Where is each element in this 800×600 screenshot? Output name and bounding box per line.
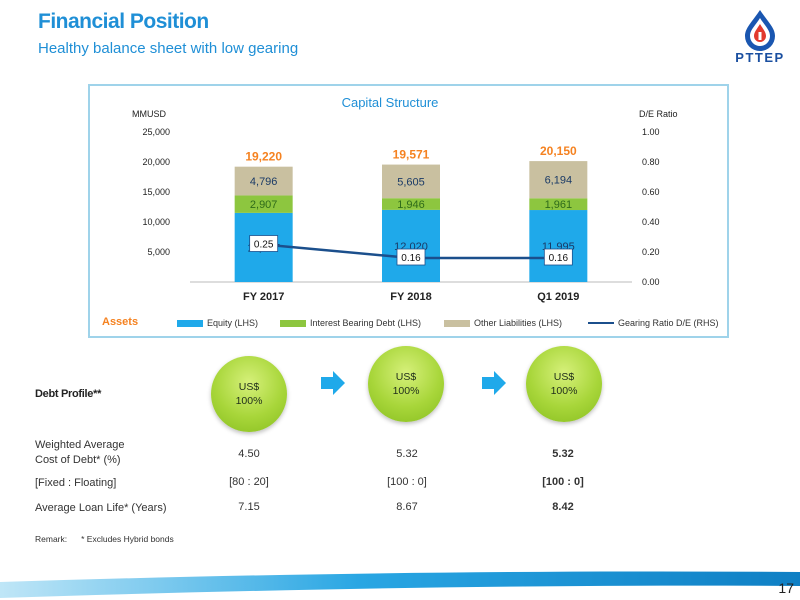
bar-value-label: 5,605 bbox=[397, 176, 425, 188]
bar-total-label: 19,220 bbox=[245, 150, 282, 164]
gearing-label-box bbox=[249, 235, 279, 252]
bar-segment bbox=[382, 209, 440, 282]
cell-fixed-fy2017: [80 : 20] bbox=[229, 476, 269, 488]
logo-text: PTTEP bbox=[735, 50, 785, 65]
legend-label-other: Other Liabilities (LHS) bbox=[474, 318, 563, 328]
footer-wave bbox=[0, 571, 800, 598]
legend-label-gearing: Gearing Ratio D/E (RHS) bbox=[618, 318, 719, 328]
bar-segment bbox=[382, 198, 440, 210]
bar-value-label: 1,961 bbox=[545, 199, 573, 211]
legend-item-other: Other Liabilities (LHS) bbox=[444, 318, 562, 328]
arrow-right-icon bbox=[482, 371, 506, 395]
gearing-label-box bbox=[396, 248, 426, 266]
currency-share: 100% bbox=[235, 395, 263, 407]
y-right-tick-label: 1.00 bbox=[642, 127, 660, 137]
remark-label: Remark: bbox=[35, 534, 68, 544]
y-left-tick-label: 15,000 bbox=[142, 187, 170, 197]
currency-circle-fy2018: US$ 100% bbox=[368, 346, 444, 422]
gearing-label-box bbox=[543, 248, 573, 266]
remark-text: * Excludes Hybrid bonds bbox=[81, 534, 174, 544]
page-number: 17 bbox=[778, 580, 794, 596]
legend-swatch-debt bbox=[280, 319, 306, 327]
y-left-tick-label: 5,000 bbox=[147, 247, 170, 257]
legend-swatch-gearing bbox=[588, 322, 614, 324]
bar-segment bbox=[529, 161, 588, 199]
x-category-label: FY 2018 bbox=[390, 291, 431, 303]
row-label-loan-life: Average Loan Life* (Years) bbox=[35, 502, 167, 514]
y-right-tick-label: 0.80 bbox=[642, 157, 660, 167]
bar-total-label: 20,150 bbox=[540, 144, 577, 158]
legend-item-equity: Equity (LHS) bbox=[177, 318, 258, 328]
cell-cost-fy2017: 4.50 bbox=[238, 448, 260, 460]
legend-swatch-other bbox=[444, 319, 470, 327]
remark: Remark: * Excludes Hybrid bonds bbox=[35, 534, 174, 544]
bar-segment bbox=[529, 210, 588, 282]
gearing-value-label: 0.25 bbox=[254, 240, 274, 251]
x-category-label: Q1 2019 bbox=[537, 291, 579, 303]
page-subtitle: Healthy balance sheet with low gearing bbox=[38, 40, 299, 57]
bar-segment bbox=[529, 198, 588, 211]
legend-item-debt: Interest Bearing Debt (LHS) bbox=[280, 318, 421, 328]
cell-cost-q12019: 5.32 bbox=[552, 448, 574, 460]
capital-structure-chart: Capital Structure MMUSD D/E Ratio 25,000 20,… bbox=[88, 84, 729, 338]
y-right-axis-label: D/E Ratio bbox=[639, 109, 678, 119]
cell-loan-fy2017: 7.15 bbox=[238, 501, 260, 513]
legend-swatch-equity bbox=[177, 319, 203, 327]
y-left-tick-label: 25,000 bbox=[142, 127, 170, 137]
y-left-tick-label: 10,000 bbox=[142, 217, 170, 227]
legend-assets-label: Assets bbox=[102, 316, 139, 328]
row-label-cost-of-debt: Weighted Average Cost of Debt* (%) bbox=[35, 438, 125, 468]
bar-segment bbox=[234, 195, 293, 213]
cell-fixed-q12019: [100 : 0] bbox=[542, 476, 584, 488]
bar-value-label: 2,907 bbox=[250, 199, 278, 211]
y-right-tick-label: 0.40 bbox=[642, 217, 660, 227]
bar-value-label: 1,946 bbox=[397, 199, 425, 211]
bar-segment bbox=[382, 164, 440, 199]
arrow-right-icon bbox=[321, 371, 345, 395]
cell-cost-fy2018: 5.32 bbox=[396, 448, 418, 460]
gearing-value-label: 0.16 bbox=[549, 253, 569, 264]
drop-flame-icon bbox=[745, 10, 775, 51]
currency-share: 100% bbox=[392, 385, 420, 397]
row-label-fixed-floating: [Fixed : Floating] bbox=[35, 477, 117, 489]
legend-label-equity: Equity (LHS) bbox=[207, 318, 259, 328]
page-title: Financial Position bbox=[38, 10, 209, 33]
debt-profile-label: Debt Profile** bbox=[35, 388, 102, 400]
y-left-tick-label: 20,000 bbox=[142, 157, 170, 167]
currency-circle-q12019: US$ 100% bbox=[526, 346, 602, 422]
bar-segment bbox=[234, 166, 293, 196]
y-right-tick-label: 0.60 bbox=[642, 187, 660, 197]
currency-label: US$ bbox=[395, 371, 417, 383]
row-label-line: Cost of Debt* (%) bbox=[35, 454, 121, 466]
bar-value-label: 4,796 bbox=[250, 176, 278, 188]
chart-title: Capital Structure bbox=[342, 95, 439, 110]
gearing-value-label: 0.16 bbox=[401, 253, 421, 264]
y-right-tick-label: 0.20 bbox=[642, 247, 660, 257]
y-right-tick-label: 0.00 bbox=[642, 277, 660, 287]
cell-fixed-fy2018: [100 : 0] bbox=[387, 476, 427, 488]
bar-total-label: 19,571 bbox=[393, 148, 430, 162]
currency-label: US$ bbox=[553, 371, 575, 383]
currency-circle-fy2017: US$ 100% bbox=[211, 356, 287, 432]
bar-value-label: 6,194 bbox=[545, 175, 573, 187]
cell-loan-q12019: 8.42 bbox=[552, 501, 574, 513]
chart-canvas: Capital Structure MMUSD D/E Ratio 25,000 20,… bbox=[132, 95, 678, 303]
cell-loan-fy2018: 8.67 bbox=[396, 501, 418, 513]
currency-label: US$ bbox=[238, 381, 260, 393]
chart-legend: Assets Equity (LHS) Interest Bearing Deb… bbox=[102, 316, 719, 332]
y-left-axis-label: MMUSD bbox=[132, 109, 166, 119]
legend-label-debt: Interest Bearing Debt (LHS) bbox=[310, 318, 422, 328]
legend-item-gearing: Gearing Ratio D/E (RHS) bbox=[588, 318, 719, 328]
row-label-line: Weighted Average bbox=[35, 439, 125, 451]
x-category-label: FY 2017 bbox=[243, 291, 284, 303]
currency-share: 100% bbox=[550, 385, 578, 397]
pttep-logo: PTTEP bbox=[728, 8, 792, 68]
